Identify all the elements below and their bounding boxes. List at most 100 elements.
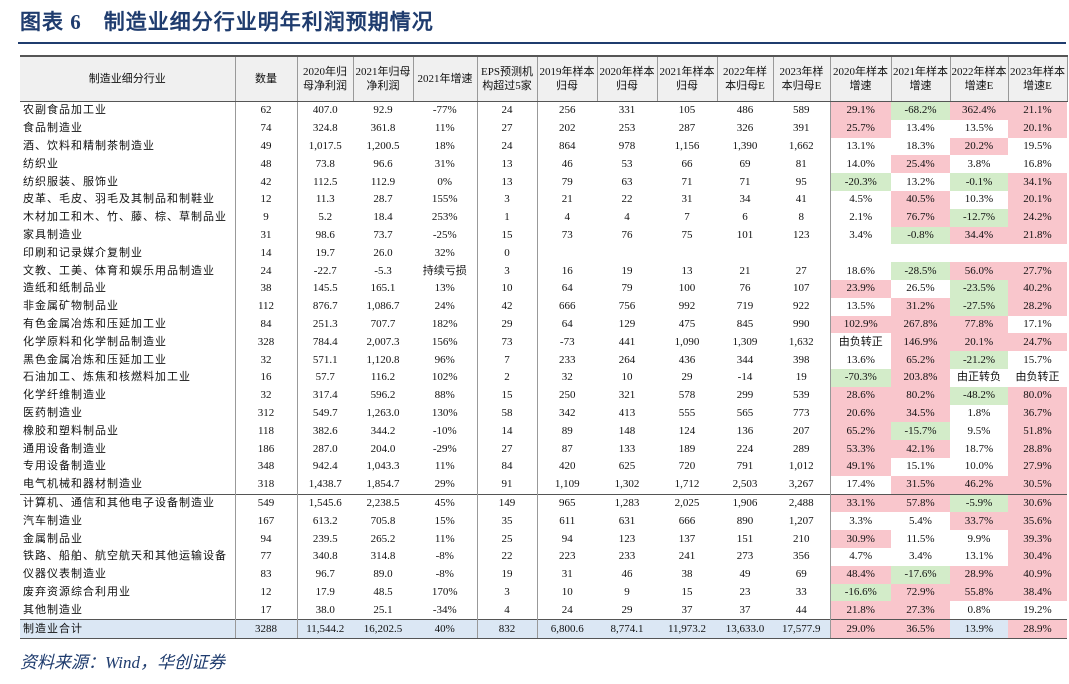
table-cell: 81: [773, 155, 831, 174]
column-header: 2020年归母净利润: [297, 55, 354, 102]
table-cell: 40.2%: [1008, 279, 1067, 298]
table-cell: 118: [235, 422, 298, 441]
table-cell: 356: [773, 547, 831, 566]
table-cell: 94: [235, 530, 298, 548]
table-row: 电气机械和器材制造业 318 1,438.7 1,854.7 29% 91 1,109 1,3…: [20, 475, 1067, 495]
industry-name: 电气机械和器材制造业: [20, 475, 236, 495]
table-cell: 3.3%: [849, 514, 873, 527]
table-cell: 8: [773, 208, 831, 227]
table-row: 有色金属冶炼和压延加工业 84 251.3 707.7 182% 29 64 129 475 84…: [20, 315, 1067, 334]
table-cell: 95: [773, 173, 831, 191]
column-header: 2022年样本增速E: [950, 55, 1009, 102]
table-cell: 344: [736, 353, 754, 366]
table-cell: 318: [235, 475, 298, 495]
table-cell: 8,774.1: [597, 619, 657, 639]
table-cell: 64: [561, 282, 573, 295]
table-cell: 145.5: [312, 282, 338, 295]
table-cell: 666: [678, 514, 696, 527]
table-cell: 87: [561, 442, 573, 455]
table-cell: 182%: [413, 315, 478, 334]
table-cell: 40.9%: [1008, 565, 1067, 584]
table-cell: 146.9%: [891, 333, 950, 352]
table-cell: 20.1%: [1008, 119, 1067, 138]
column-header: 数量: [235, 55, 298, 102]
table-cell: 1: [477, 208, 538, 227]
table-cell: 398: [773, 351, 831, 369]
table-cell: 79: [561, 175, 573, 188]
industry-name: 家具制造业: [20, 226, 236, 245]
table-cell: 666: [559, 300, 576, 313]
table-row: 造纸和纸制品业 38 145.5 165.1 13% 10 64 79 100 76 107 23.9…: [20, 279, 1067, 298]
table-cell: 6: [742, 211, 748, 224]
table-row: 印刷和记录媒介复制业 14 19.7 26.0 32% 0: [20, 244, 1067, 263]
table-cell: 20.2%: [950, 137, 1008, 156]
table-cell: 77: [235, 547, 298, 566]
table-cell: 264: [618, 353, 636, 366]
table-cell: 239.5: [312, 532, 338, 545]
table-cell: 1,086.7: [366, 300, 400, 313]
table-cell: 38.0: [315, 603, 335, 616]
table-cell: 571.1: [312, 353, 338, 366]
table-cell: 34: [739, 193, 751, 206]
table-cell: 39.3%: [1008, 530, 1067, 548]
table-cell: 18.4: [373, 211, 393, 224]
table-cell: 77.8%: [950, 315, 1008, 334]
table-cell: 2: [477, 368, 538, 387]
table-cell: 31%: [413, 155, 478, 174]
table-cell: 578: [678, 389, 696, 402]
table-cell: 705.8: [370, 514, 396, 527]
industry-name: 食品制造业: [20, 119, 236, 138]
industry-name: 文教、工美、体育和娱乐用品制造业: [20, 262, 236, 280]
table-cell: 24: [477, 101, 538, 120]
table-cell: 555: [678, 406, 696, 419]
table-cell: 845: [736, 317, 754, 330]
table-cell: 9: [235, 208, 298, 227]
table-cell: 18.3%: [906, 139, 935, 152]
table-cell: 96.7: [315, 568, 335, 581]
table-cell: 331: [618, 104, 636, 117]
table-row: 其他制造业 17 38.0 25.1 -34% 4 24 29 37 37 44 21.8% 27.3%…: [20, 601, 1067, 620]
table-cell: 33: [773, 583, 831, 602]
table-cell: 27: [477, 119, 538, 138]
table-cell: 978: [618, 139, 636, 152]
table-cell: 12: [235, 583, 298, 602]
table-cell: 13: [477, 155, 538, 174]
table-row: 黑色金属冶炼和压延加工业 32 571.1 1,120.8 96% 7 233 264 436 3…: [20, 351, 1067, 369]
table-cell: 407.0: [312, 104, 338, 117]
table-cell: 31: [681, 193, 693, 206]
table-cell: 24.2%: [1008, 208, 1067, 227]
table-cell: 32: [561, 371, 573, 384]
table-cell: 1,043.3: [366, 460, 400, 473]
table-cell: 49.1%: [830, 457, 891, 476]
table-cell: 2,238.5: [353, 493, 413, 513]
table-cell: 475: [678, 317, 696, 330]
table-cell: -0.8%: [891, 226, 950, 245]
table-cell: 11.5%: [906, 532, 935, 545]
column-header: 2023年样本增速E: [1008, 55, 1068, 102]
table-cell: -0.1%: [950, 173, 1008, 191]
table-cell: 382.6: [312, 424, 338, 437]
table-cell: 223: [559, 550, 576, 563]
industry-name: 纺织服装、服饰业: [20, 173, 236, 191]
table-cell: 21.8%: [1008, 226, 1067, 245]
table-cell: 49: [235, 137, 298, 156]
table-cell: 66: [681, 157, 693, 170]
table-cell: -70.3%: [830, 368, 891, 387]
industry-name: 废弃资源综合利用业: [20, 583, 236, 602]
table-cell: 250: [559, 389, 576, 402]
table-cell: -29%: [413, 440, 478, 458]
table-cell: 42: [235, 173, 298, 191]
table-cell: 251.3: [312, 317, 338, 330]
table-cell: 2.1%: [849, 211, 873, 224]
table-cell: 25.1: [373, 603, 393, 616]
table-row: 废弃资源综合利用业 12 17.9 48.5 170% 3 10 9 15 23 33 -16.6% 7…: [20, 583, 1067, 602]
table-cell: 3: [477, 583, 538, 602]
table-cell: 30.6%: [1008, 493, 1067, 513]
source-note: 资料来源：Wind，华创证券: [20, 653, 225, 672]
table-cell: 233: [559, 353, 576, 366]
table-row: 纺织业 48 73.8 96.6 31% 13 46 53 66 69 81 14.0% 25.4% 3.…: [20, 155, 1067, 174]
table-cell: 18%: [413, 137, 478, 156]
table-cell: 21.8%: [830, 601, 891, 620]
table-cell: 10: [477, 279, 538, 298]
